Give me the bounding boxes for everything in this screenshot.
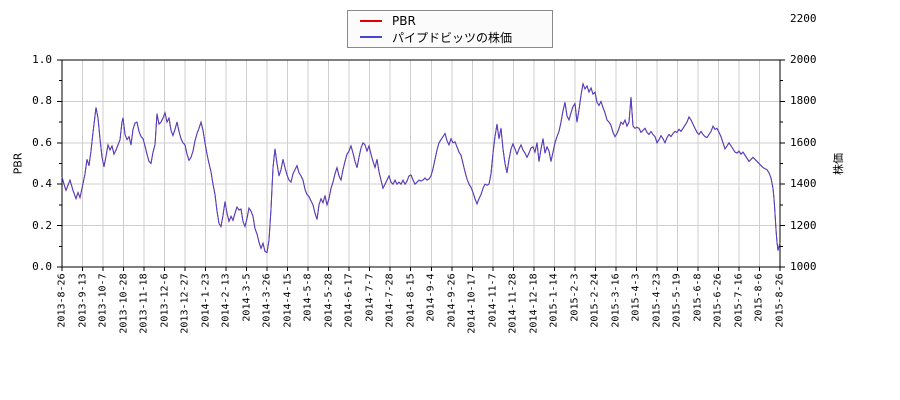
right-axis-tick-label: 1400 [790,177,817,191]
pbr-line-swatch [360,20,382,22]
left-axis-tick-label: 1.0 [32,53,52,66]
x-axis-tick-label: 2014-4-15 [282,272,294,328]
x-axis-tick-label: 2014-7-7 [364,272,376,322]
right-axis-tick-label: 1800 [790,94,817,108]
right-axis-tick-label: 2000 [790,53,817,66]
x-axis-tick-label: 2015-4-3 [630,272,642,322]
x-axis-tick-label: 2014-3-26 [261,272,273,328]
x-axis-tick-label: 2013-8-26 [56,272,68,328]
x-axis-tick-label: 2015-3-16 [610,272,622,328]
legend-item-stock-price: パイプドビッツの株価 [348,29,552,45]
pbr-line [61,81,781,254]
legend: PBR パイプドビッツの株価 [347,10,553,48]
x-axis-tick-label: 2014-2-13 [220,272,232,328]
x-axis-tick-label: 2014-1-23 [200,272,212,328]
x-axis-tick-label: 2013-11-18 [138,272,150,334]
legend-item-pbr: PBR [348,13,552,29]
x-axis-tick-label: 2015-1-14 [548,272,560,328]
left-axis-tick-label: 0.2 [32,218,52,232]
x-axis-tick-label: 2014-3-5 [241,272,253,322]
right-axis-tick-label: 1200 [790,218,817,232]
right-axis-tick-label: 1000 [790,260,817,273]
legend-label-stock-price: パイプドビッツの株価 [392,30,513,45]
x-axis-tick-label: 2014-12-18 [528,272,540,334]
x-axis-tick-label: 2014-5-8 [302,272,314,322]
right-axis-title: 株価 [832,152,845,175]
x-axis-tick-label: 2014-7-28 [384,272,396,328]
left-axis-tick-label: 0.4 [32,177,52,191]
plot-border [61,59,781,268]
x-axis-tick-label: 2014-6-17 [343,272,355,328]
x-axis-tick-label: 2014-11-28 [507,272,519,334]
right-axis-tick-label: 2200 [790,11,817,25]
left-axis-tick-label: 0.0 [32,260,52,273]
gridlines [62,60,780,267]
x-axis-tick-label: 2015-6-26 [713,272,725,328]
left-axis-tick-label: 0.8 [32,94,52,108]
x-axis-tick-label: 2015-5-19 [672,272,684,328]
x-axis-tick-label: 2014-5-28 [323,272,335,328]
x-axis-tick-label: 2014-9-4 [425,272,437,322]
x-axis-tick-label: 2014-8-15 [405,272,417,328]
x-axis-tick-label: 2015-6-8 [692,272,704,322]
x-axis-tick-label: 2015-4-23 [651,272,663,328]
x-axis-tick-label: 2015-8-6 [754,272,766,322]
x-axis-tick-label: 2013-10-7 [97,272,109,328]
x-axis-tick-label: 2015-2-3 [569,272,581,322]
x-axis-tick-label: 2014-9-26 [446,272,458,328]
stock-price-line-swatch [360,36,382,38]
x-axis-tick-label: 2013-9-13 [77,272,89,328]
x-axis-tick-label: 2015-8-26 [774,272,786,328]
x-axis-tick-label: 2013-10-28 [118,272,130,334]
x-axis-tick-label: 2015-7-16 [733,272,745,328]
x-axis-tick-label: 2013-12-27 [179,272,191,334]
left-axis-title: PBR [11,152,25,175]
x-axis-tick-label: 2015-2-24 [589,272,601,328]
stock-price-line [61,83,781,253]
left-axis-tick-label: 0.6 [32,135,52,149]
x-axis-tick-label: 2014-11-7 [487,272,499,328]
x-axis-tick-label: 2013-12-6 [159,272,171,328]
tick-marks [57,59,785,271]
legend-label-pbr: PBR [392,14,416,28]
x-axis-tick-label: 2014-10-17 [466,272,478,334]
right-axis-tick-label: 1600 [790,135,817,149]
